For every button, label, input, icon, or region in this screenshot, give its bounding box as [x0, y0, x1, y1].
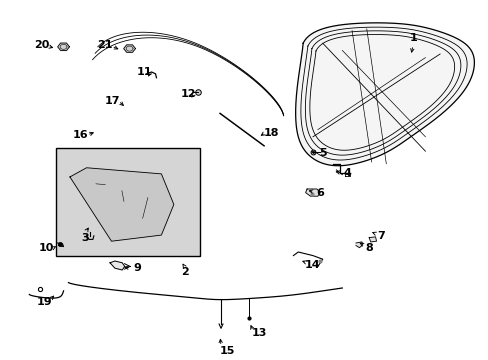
Text: 10: 10	[39, 243, 54, 253]
Text: 13: 13	[251, 328, 266, 338]
Text: 8: 8	[365, 243, 372, 253]
Text: 12: 12	[180, 89, 196, 99]
Text: 3: 3	[81, 233, 89, 243]
Text: 15: 15	[219, 346, 235, 356]
Text: 20: 20	[34, 40, 49, 50]
Text: 16: 16	[73, 130, 88, 140]
Polygon shape	[355, 242, 362, 248]
Text: 9: 9	[133, 263, 141, 273]
Text: 5: 5	[318, 148, 326, 158]
Text: 6: 6	[316, 188, 324, 198]
Text: 14: 14	[305, 260, 320, 270]
Text: 4: 4	[343, 168, 350, 178]
Polygon shape	[123, 45, 135, 52]
Text: 7: 7	[377, 231, 385, 241]
Polygon shape	[110, 261, 124, 270]
Polygon shape	[305, 189, 320, 196]
Bar	[56, 148, 200, 256]
Text: 21: 21	[97, 40, 113, 50]
Text: 19: 19	[36, 297, 52, 307]
Text: 17: 17	[104, 96, 120, 106]
Text: 11: 11	[136, 67, 152, 77]
Text: 2: 2	[181, 267, 188, 277]
Polygon shape	[295, 23, 473, 166]
Polygon shape	[368, 237, 376, 242]
Text: 1: 1	[408, 33, 416, 43]
Polygon shape	[58, 43, 69, 50]
Text: 18: 18	[263, 128, 279, 138]
Polygon shape	[70, 168, 173, 241]
